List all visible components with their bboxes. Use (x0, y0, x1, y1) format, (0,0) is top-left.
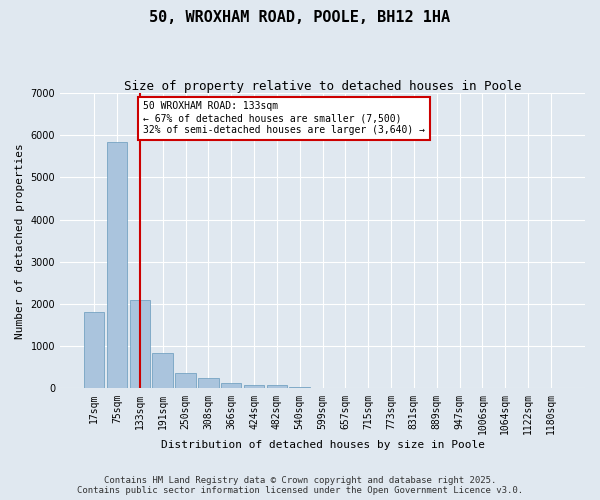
Bar (84, 312, 104, 388)
Y-axis label: Number of detached properties: Number of detached properties (15, 143, 25, 338)
Bar (130, 300, 150, 388)
Bar (152, 352, 173, 388)
Bar (266, 385, 287, 388)
X-axis label: Distribution of detached houses by size in Poole: Distribution of detached houses by size … (161, 440, 485, 450)
Text: 50 WROXHAM ROAD: 133sqm
← 67% of detached houses are smaller (7,500)
32% of semi: 50 WROXHAM ROAD: 133sqm ← 67% of detache… (143, 102, 425, 134)
Text: 50, WROXHAM ROAD, POOLE, BH12 1HA: 50, WROXHAM ROAD, POOLE, BH12 1HA (149, 10, 451, 25)
Bar (107, 142, 127, 388)
Bar (221, 383, 241, 388)
Bar (175, 373, 196, 388)
Bar (289, 387, 310, 388)
Bar (244, 385, 264, 388)
Title: Size of property relative to detached houses in Poole: Size of property relative to detached ho… (124, 80, 521, 93)
Text: Contains HM Land Registry data © Crown copyright and database right 2025.
Contai: Contains HM Land Registry data © Crown c… (77, 476, 523, 495)
Bar (198, 378, 218, 388)
